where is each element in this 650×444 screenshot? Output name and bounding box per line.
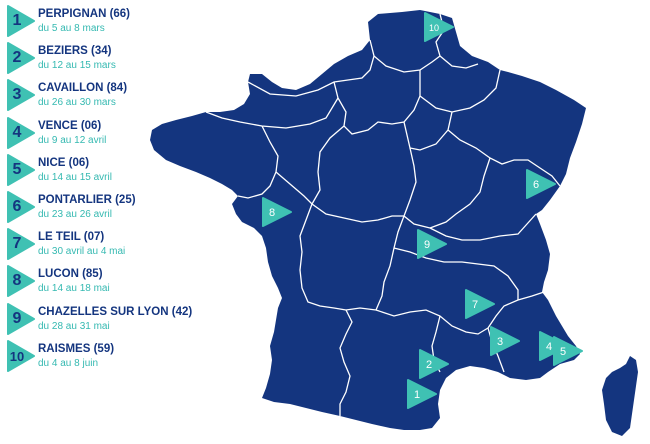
legend-city: CHAZELLES SUR LYON (42) bbox=[38, 305, 193, 318]
region-borders bbox=[205, 13, 561, 416]
play-triangle-icon bbox=[553, 336, 583, 366]
play-triangle-icon: 10 bbox=[6, 339, 36, 372]
legend-city: PONTARLIER (25) bbox=[38, 194, 136, 206]
map-marker-3: 3 bbox=[490, 326, 520, 356]
map-marker-number: 5 bbox=[560, 346, 566, 358]
map-marker-8: 8 bbox=[262, 197, 292, 227]
legend-item: 5 NICE (06) du 14 au 15 avril bbox=[6, 153, 246, 189]
legend-number: 8 bbox=[12, 272, 22, 290]
legend-city: PERPIGNAN (66) bbox=[38, 8, 131, 20]
legend-item: 1 PERPIGNAN (66) du 5 au 8 mars bbox=[6, 4, 246, 40]
map-marker-5: 5 bbox=[553, 336, 583, 366]
france-mainland bbox=[150, 10, 638, 436]
map-marker-2: 2 bbox=[419, 349, 449, 379]
legend-city: BEZIERS (34) bbox=[38, 45, 112, 58]
legend-item: 10 RAISMES (59) du 4 au 8 juin bbox=[6, 339, 246, 375]
map-marker-10: 10 bbox=[424, 12, 454, 42]
legend-item: 2 BEZIERS (34) du 12 au 15 mars bbox=[6, 41, 246, 77]
map-marker-number: 1 bbox=[414, 389, 420, 401]
play-triangle-icon: 6 bbox=[6, 191, 36, 223]
legend-dates: du 26 au 30 mars bbox=[38, 97, 116, 109]
legend-number: 4 bbox=[12, 123, 22, 141]
play-triangle-icon: 9 bbox=[6, 302, 36, 335]
play-triangle-icon bbox=[490, 326, 520, 356]
legend-city: CAVAILLON (84) bbox=[38, 82, 128, 95]
legend-number: 10 bbox=[9, 348, 25, 364]
legend-item: 9 CHAZELLES SUR LYON (42) du 28 au 31 mai bbox=[6, 302, 246, 338]
play-triangle-icon: 5 bbox=[6, 153, 36, 186]
legend-dates: du 23 au 26 avril bbox=[38, 209, 112, 220]
legend-city: LE TEIL (07) bbox=[38, 231, 105, 244]
play-triangle-icon: 2 bbox=[6, 42, 36, 75]
play-triangle-icon bbox=[419, 349, 449, 379]
play-triangle-icon bbox=[262, 197, 292, 227]
legend-city: LUCON (85) bbox=[38, 268, 103, 281]
legend-number: 7 bbox=[12, 235, 22, 253]
legend-item: 3 CAVAILLON (84) du 26 au 30 mars bbox=[6, 78, 246, 114]
map-marker-number: 10 bbox=[429, 23, 439, 33]
play-triangle-icon: 8 bbox=[6, 265, 36, 298]
legend-city: NICE (06) bbox=[38, 156, 90, 169]
france-mainland-shape bbox=[150, 10, 586, 430]
map-marker-number: 8 bbox=[269, 207, 275, 219]
map-marker-number: 2 bbox=[426, 359, 432, 371]
play-triangle-icon bbox=[424, 12, 454, 42]
play-triangle-icon bbox=[417, 229, 447, 259]
map-marker-number: 6 bbox=[533, 179, 539, 191]
legend-item: 6 PONTARLIER (25) du 23 au 26 avril bbox=[6, 190, 246, 226]
map-marker-number: 4 bbox=[546, 341, 552, 353]
legend-dates: du 12 au 15 mars bbox=[38, 60, 116, 72]
legend-number: 5 bbox=[12, 160, 22, 178]
map-marker-7: 7 bbox=[465, 289, 495, 319]
map-marker-number: 3 bbox=[497, 336, 503, 348]
legend-number: 9 bbox=[12, 309, 22, 327]
play-triangle-icon: 3 bbox=[6, 79, 36, 112]
play-triangle-icon: 4 bbox=[6, 116, 36, 149]
legend-city: VENCE (06) bbox=[38, 119, 102, 132]
map-marker-number: 7 bbox=[472, 299, 478, 311]
legend-dates: du 9 au 12 avril bbox=[38, 134, 107, 146]
map-marker-6: 6 bbox=[526, 169, 556, 199]
legend-dates: du 30 avril au 4 mai bbox=[38, 246, 126, 258]
play-triangle-icon bbox=[526, 169, 556, 199]
play-triangle-icon: 7 bbox=[6, 228, 36, 261]
map-marker-1: 1 bbox=[407, 379, 437, 409]
legend-item: 4 VENCE (06) du 9 au 12 avril bbox=[6, 116, 246, 152]
legend-number: 1 bbox=[12, 12, 22, 29]
legend-number: 2 bbox=[12, 49, 22, 67]
legend-item: 8 LUCON (85) du 14 au 18 mai bbox=[6, 264, 246, 300]
legend-item: 7 LE TEIL (07) du 30 avril au 4 mai bbox=[6, 227, 246, 263]
legend-city: RAISMES (59) bbox=[38, 342, 115, 355]
play-triangle-icon: 1 bbox=[6, 5, 36, 37]
corsica-shape bbox=[602, 356, 638, 436]
legend-number: 3 bbox=[12, 86, 22, 104]
play-triangle-icon bbox=[407, 379, 437, 409]
legend-dates: du 28 au 31 mai bbox=[38, 320, 110, 332]
legend-dates: du 14 au 18 mai bbox=[38, 283, 110, 295]
legend-dates: du 14 au 15 avril bbox=[38, 171, 112, 183]
map-marker-number: 9 bbox=[424, 239, 430, 251]
map-markers: 1 2 3 4 5 6 7 8 9 10 bbox=[262, 12, 583, 409]
legend-dates: du 5 au 8 mars bbox=[38, 23, 105, 34]
legend-dates: du 4 au 8 juin bbox=[38, 357, 99, 369]
legend-number: 6 bbox=[12, 198, 22, 215]
play-triangle-icon bbox=[465, 289, 495, 319]
map-marker-9: 9 bbox=[417, 229, 447, 259]
